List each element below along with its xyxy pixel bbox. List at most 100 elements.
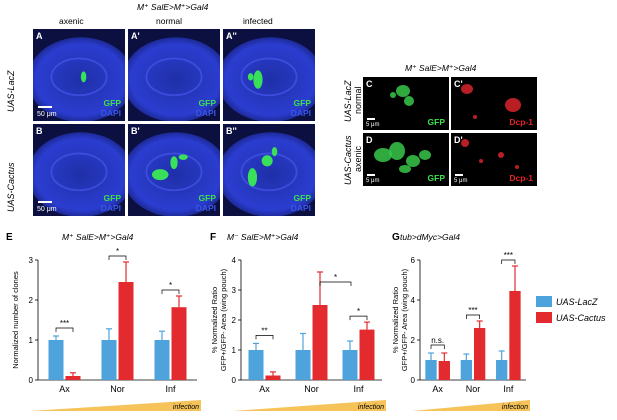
gfp-label: GFP — [103, 98, 121, 108]
panel-letter: D — [366, 135, 373, 145]
dapi-label: DAPI — [290, 108, 311, 118]
x-tick-label: Nor — [110, 384, 125, 394]
y-axis-label: % Normalized Ratio — [391, 287, 400, 353]
chart-title: M⁻ SalE>M⁺>Gal4 — [227, 232, 299, 242]
significance-label: * — [116, 247, 119, 256]
panel-letter: D' — [454, 135, 463, 145]
col-label-axenic: axenic — [59, 16, 84, 26]
confocal-tile: C GFP 5 μm — [363, 77, 449, 130]
significance-bracket — [161, 289, 180, 294]
dapi-label: DAPI — [195, 108, 216, 118]
scale-label: 5 μm — [454, 178, 468, 184]
legend-label-lacz: UAS-LacZ — [556, 296, 598, 307]
micrograph-tile: B'' GFP DAPI — [223, 124, 315, 216]
dapi-label: DAPI — [290, 203, 311, 213]
infection-label: infection — [173, 404, 199, 411]
y-tick-label: 4 — [411, 296, 416, 305]
y-axis-label: Normalized number of clones — [11, 271, 20, 369]
gfp-label: GFP — [198, 193, 216, 203]
bar — [48, 340, 64, 380]
x-tick-label: Inf — [503, 384, 514, 394]
x-tick-label: Inf — [165, 384, 176, 394]
scale-label: 5 μm — [366, 122, 380, 128]
dcp1-label: Dcp-1 — [509, 173, 533, 183]
infection-label: infection — [358, 404, 384, 411]
panel-letter: B' — [131, 126, 140, 136]
scale-bar — [38, 106, 52, 108]
significance-bracket — [55, 327, 74, 332]
significance-bracket — [108, 255, 127, 260]
panel-letter-e: E — [6, 232, 13, 243]
significance-label: * — [357, 307, 360, 316]
significance-label: * — [169, 281, 172, 290]
legend-label-cactus: UAS-Cactus — [556, 312, 606, 323]
significance-bracket — [465, 314, 481, 319]
significance-bracket — [349, 315, 368, 321]
bar — [118, 282, 134, 380]
gfp-clone — [80, 71, 87, 83]
bar — [438, 361, 450, 380]
significance-label: * — [334, 273, 337, 282]
micrograph-tile: A' GFP DAPI — [128, 29, 220, 121]
panel-letter-g: G — [392, 232, 400, 243]
bar — [295, 350, 311, 380]
bar — [425, 360, 437, 380]
gfp-label: GFP — [427, 117, 445, 127]
gfp-label: GFP — [427, 173, 445, 183]
row-label-d-b: axenic — [353, 145, 363, 172]
gfp-label: GFP — [293, 98, 311, 108]
y-tick-label: 0 — [411, 376, 416, 385]
chart-g: tub>dMyc>Gal4 % Normalized Ratio GFP+/GFP-… — [390, 228, 530, 415]
significance-bracket — [501, 259, 516, 264]
chart-e: M⁺ SalE>M⁺>Gal4 Normalized number of clon… — [0, 228, 205, 415]
scale-bar — [38, 201, 52, 203]
dapi-label: DAPI — [195, 203, 216, 213]
micrograph-tile: A GFP DAPI 50 μm — [33, 29, 125, 121]
scale-bar — [367, 174, 375, 176]
significance-label: *** — [468, 306, 477, 315]
dcp1-label: Dcp-1 — [509, 117, 533, 127]
significance-bracket — [255, 335, 274, 340]
gfp-clone — [261, 155, 273, 167]
row-label-lacz: UAS-LacZ — [6, 70, 16, 112]
y-tick-label: 3 — [232, 286, 237, 295]
bar — [460, 360, 472, 380]
gfp-clone — [151, 169, 169, 181]
y-tick-label: 3 — [29, 256, 34, 265]
chart-title: tub>dMyc>Gal4 — [400, 232, 460, 242]
confocal-tile: D' Dcp-1 5 μm — [451, 133, 537, 186]
panel-letter: B — [36, 126, 43, 136]
y-axis-label: GFP+/GFP- Area (wing pouch) — [400, 268, 409, 371]
gfp-clone — [247, 168, 258, 187]
gfp-label: GFP — [103, 193, 121, 203]
legend-swatch-cactus — [536, 312, 552, 323]
bar — [474, 328, 486, 380]
scale-label: 5 μm — [366, 178, 380, 184]
bar — [154, 340, 170, 380]
dapi-label: DAPI — [100, 203, 121, 213]
bar — [248, 350, 264, 380]
chart-title: M⁺ SalE>M⁺>Gal4 — [62, 232, 134, 242]
micrograph-tile: B GFP DAPI 50 μm — [33, 124, 125, 216]
y-tick-label: 0 — [29, 376, 34, 385]
legend-swatch-lacz — [536, 296, 552, 307]
x-tick-label: Ax — [259, 384, 270, 394]
significance-label: n.s. — [431, 336, 444, 345]
x-tick-label: Inf — [353, 384, 364, 394]
significance-label: ** — [261, 326, 267, 335]
panel-letter: C — [366, 79, 373, 89]
legend: UAS-LacZ UAS-Cactus — [536, 296, 616, 323]
x-tick-label: Nor — [304, 384, 319, 394]
col-label-normal: normal — [156, 16, 182, 26]
bar — [65, 376, 81, 380]
bar — [359, 329, 375, 380]
micrograph-tile: A'' GFP DAPI — [223, 29, 315, 121]
panel-letter: A — [36, 31, 43, 41]
scale-bar — [367, 118, 375, 120]
bar — [312, 305, 328, 380]
dapi-label: DAPI — [100, 108, 121, 118]
gfp-clone — [178, 154, 188, 160]
panel-letter-f: F — [210, 232, 217, 243]
x-tick-label: Ax — [59, 384, 70, 394]
infection-gradient — [412, 400, 530, 411]
